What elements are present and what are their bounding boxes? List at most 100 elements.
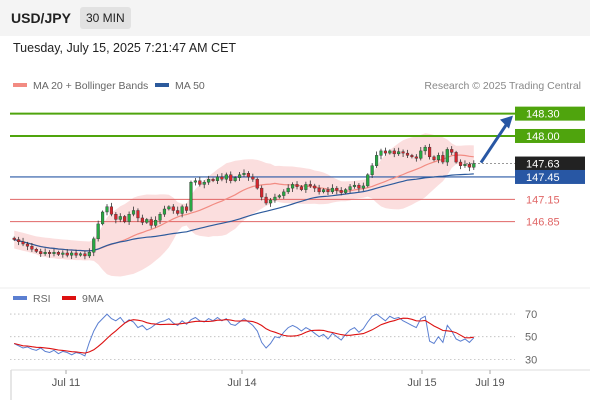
candle	[264, 193, 268, 206]
candle-body	[344, 189, 348, 193]
candle-body	[352, 184, 357, 187]
candle	[326, 186, 330, 196]
candle	[39, 248, 43, 257]
datetime-label: Tuesday, July 15, 2025 7:21:47 AM CET	[13, 41, 237, 55]
timeframe-badge[interactable]: 30 MIN	[80, 7, 131, 29]
candle-body	[321, 189, 326, 193]
candle	[238, 172, 242, 181]
candle	[189, 180, 193, 212]
candle-body	[419, 150, 423, 159]
candle-body	[21, 241, 25, 245]
candle	[246, 171, 250, 181]
candle-body	[326, 189, 330, 193]
candle	[65, 249, 69, 258]
candle	[450, 146, 454, 156]
candle-body	[268, 199, 273, 204]
header-bar: USD/JPY 30 MIN	[0, 0, 590, 36]
bollinger-band-area	[14, 133, 474, 277]
candle-body	[47, 252, 52, 254]
candle-body	[189, 181, 193, 211]
rsi-line	[13, 313, 475, 357]
candle-body	[162, 208, 167, 215]
candle	[410, 153, 414, 159]
candle	[83, 251, 87, 260]
forecast-arrow-head	[500, 115, 513, 129]
candle	[61, 250, 65, 258]
candle	[370, 163, 374, 179]
candle	[136, 208, 140, 222]
candle-body	[397, 151, 401, 155]
candle-body	[158, 214, 162, 221]
candle-body	[414, 156, 418, 159]
candle-body	[392, 150, 396, 155]
candle	[34, 247, 38, 253]
credit-label: Research © 2025 Trading Central	[424, 80, 581, 92]
candle	[193, 178, 197, 186]
level-label-bg-2	[515, 156, 585, 171]
candle	[339, 187, 343, 196]
candle-body	[357, 184, 361, 189]
candle	[220, 173, 224, 182]
candle	[467, 162, 471, 172]
candle-body	[366, 174, 370, 187]
candle	[149, 216, 153, 229]
candle-body	[184, 206, 189, 211]
candle	[171, 204, 175, 214]
candle-body	[348, 186, 352, 190]
candle-body	[220, 176, 224, 180]
candle-body	[335, 187, 339, 191]
rsi-tick-70: 70	[525, 309, 537, 321]
bollinger-band-layer	[14, 133, 474, 277]
x-label-0: Jul 11	[52, 377, 81, 389]
candle-body	[388, 150, 392, 154]
ma50-line	[14, 173, 474, 252]
candle-body	[361, 185, 365, 189]
candle-body	[140, 217, 144, 223]
candle-body	[207, 178, 211, 183]
candle	[251, 173, 255, 182]
legend-item-ma50: MA 50	[155, 80, 205, 92]
candle	[154, 216, 158, 228]
candle-body	[299, 186, 304, 190]
candle-body	[149, 219, 153, 226]
candle-body	[375, 155, 379, 166]
candle-body	[114, 214, 118, 220]
candle	[397, 147, 401, 156]
candle-body	[202, 181, 206, 185]
candle-body	[246, 173, 250, 178]
candle-body	[436, 155, 441, 161]
ma9-legend-label: 9MA	[82, 293, 104, 305]
candle	[52, 248, 56, 257]
candle	[158, 212, 162, 225]
legend-label-ma50: MA 50	[175, 80, 205, 92]
candle-body	[317, 187, 321, 193]
candle-body	[17, 239, 21, 242]
candle	[379, 148, 383, 160]
candle	[286, 184, 290, 194]
candle-body	[472, 163, 476, 168]
candle	[277, 194, 281, 199]
candle-body	[264, 196, 268, 204]
candle-body	[118, 216, 122, 220]
candle	[43, 248, 47, 256]
level-label-3: 147.45	[526, 172, 560, 184]
candle-body	[215, 176, 220, 181]
ma9-legend-swatch	[62, 296, 76, 300]
candle	[176, 206, 180, 216]
candle	[299, 185, 304, 192]
candle-body	[12, 237, 16, 240]
candle	[352, 181, 357, 189]
candle	[414, 154, 418, 162]
rsi-legend-label: RSI	[33, 293, 51, 305]
candle-body	[295, 184, 299, 187]
candle	[388, 149, 392, 155]
candle	[207, 175, 211, 185]
candle	[131, 206, 136, 217]
candle-body	[277, 195, 281, 198]
candle	[12, 236, 16, 242]
candle-body	[379, 150, 383, 156]
candle	[357, 183, 361, 193]
candle-body	[441, 155, 445, 163]
candle-body	[61, 252, 65, 255]
